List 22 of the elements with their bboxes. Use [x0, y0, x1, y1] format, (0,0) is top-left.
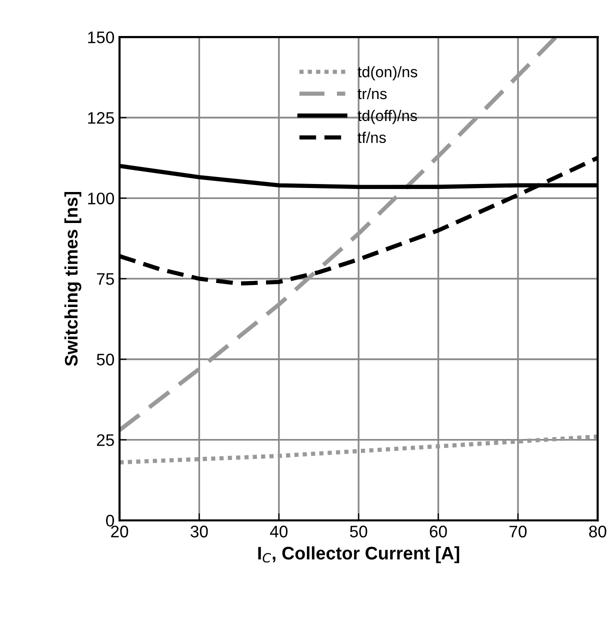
x-tick-label: 80 [589, 526, 606, 538]
y-tick-label: 25 [96, 434, 114, 446]
y-tick-label: 125 [88, 112, 114, 124]
y-tick-label: 100 [88, 192, 114, 204]
y-tick-label: 0 [106, 514, 114, 527]
legend-label: td(on)/ns [358, 66, 418, 80]
legend-label: td(off)/ns [358, 110, 417, 124]
y-tick-label: 150 [88, 31, 114, 44]
line-series [120, 434, 598, 464]
x-tick-label: 40 [270, 526, 288, 538]
x-tick-label: 30 [190, 526, 208, 538]
y-tick-label: 50 [96, 354, 114, 366]
x-tick-label: 50 [350, 526, 368, 538]
legend-label: tf/ns [358, 132, 386, 143]
x-tick-label: 60 [430, 526, 447, 538]
x-tick-label: 20 [111, 526, 128, 538]
x-tick-label: 70 [510, 526, 527, 538]
x-axis-title: I$_{C}$, Collector Current [A] [258, 546, 460, 564]
legend-label: tr/ns [358, 88, 387, 100]
y-axis-title: Switching times [ns] [64, 192, 82, 366]
line-series [120, 37, 558, 432]
y-tick-label: 75 [96, 273, 114, 285]
